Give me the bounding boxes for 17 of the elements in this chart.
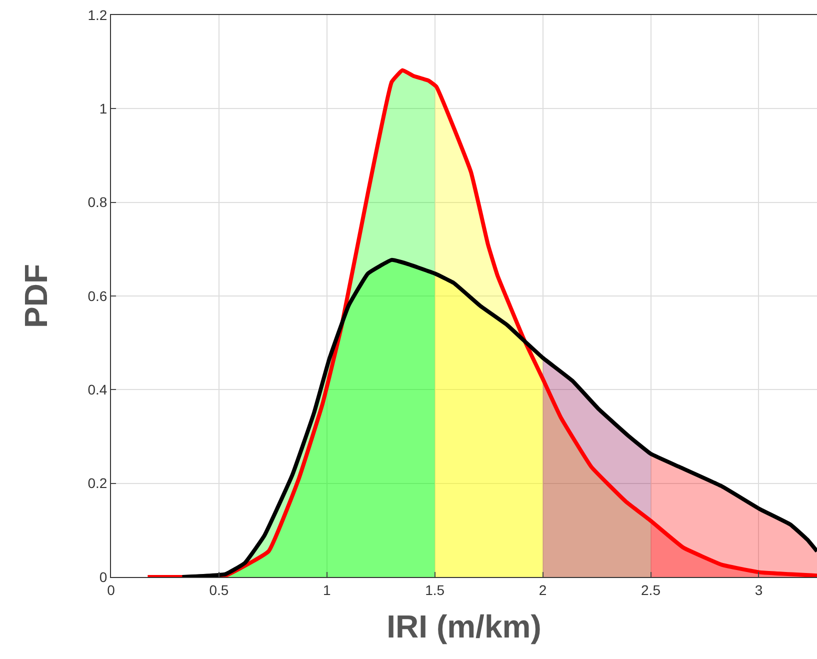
- y-tick-label: 1: [99, 100, 108, 117]
- x-tick-label: 1: [323, 582, 331, 598]
- y-axis-title: PDF: [18, 264, 54, 328]
- y-tick-label: 1.2: [88, 6, 108, 23]
- x-tick-label: 2.5: [641, 582, 661, 598]
- line-series: [146, 68, 817, 577]
- y-tick-label: 0: [99, 568, 108, 585]
- y-tick-label: 0.2: [88, 475, 108, 492]
- line-series: [180, 258, 817, 577]
- y-tick-label: 0.8: [88, 194, 108, 210]
- x-tick-label: 3: [754, 582, 763, 598]
- x-axis-title: IRI (m/km): [386, 608, 542, 645]
- x-tick-label: 0.5: [209, 582, 229, 598]
- y-tick-label: 0.6: [88, 288, 108, 304]
- x-tick-label: 2: [538, 582, 547, 598]
- x-tick-label: 1.5: [425, 582, 445, 598]
- y-tick-label: 0.4: [88, 382, 108, 398]
